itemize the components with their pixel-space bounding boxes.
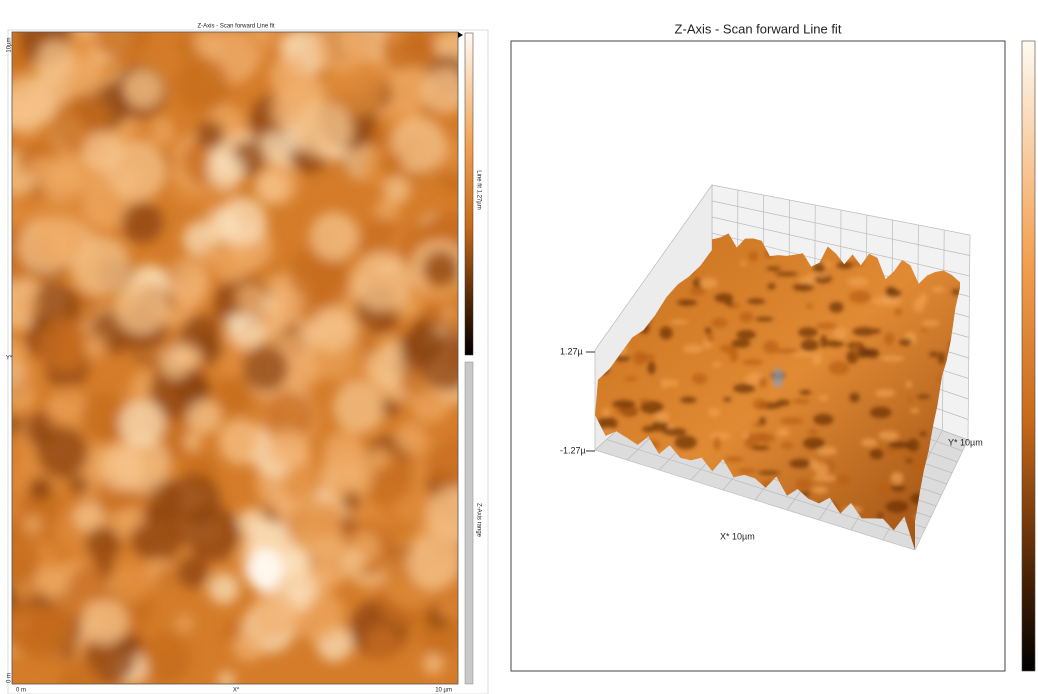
range-label: Z-Axis range [475,503,481,538]
range-bar [464,361,474,685]
x-label: X* 10µm [720,531,755,541]
z-min: -1.27µ [560,445,586,455]
y-bottom: 0 m [7,673,13,683]
y-mid: Y* [6,356,13,362]
x-left: 0 m [16,688,26,694]
afm-image [12,32,458,684]
left-title: Z-Axis - Scan forward Line fit [197,24,274,30]
colorbar-label: Line fit 1.27µm [475,170,481,209]
colorbar [464,32,474,356]
x-right: 10 µm [435,688,452,694]
y-label: Y* 10µm [948,437,983,447]
x-mid: X* [233,688,240,694]
y-top: 10µm [7,37,13,52]
z-max: 1.27µ [560,346,583,356]
right-colorbar [1021,40,1036,672]
right-title: Z-Axis - Scan forward Line fit [675,21,842,36]
